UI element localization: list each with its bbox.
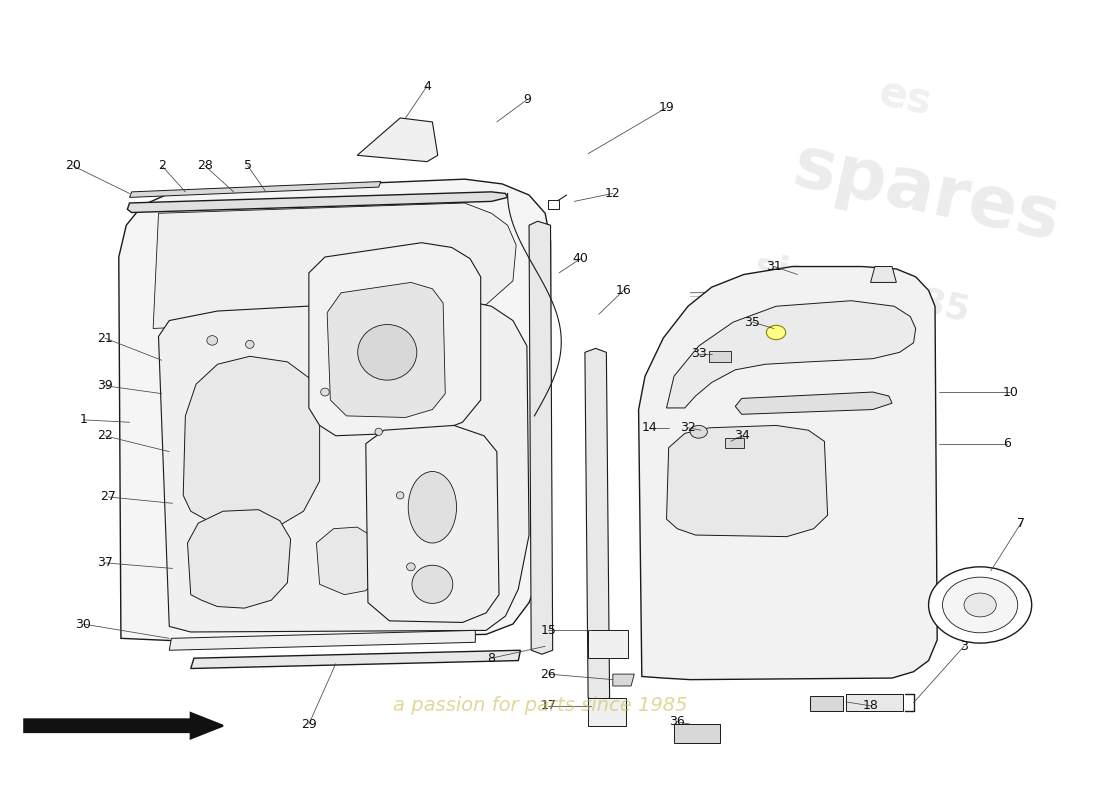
Polygon shape: [585, 348, 609, 702]
Polygon shape: [327, 282, 446, 418]
Text: 4: 4: [424, 80, 431, 93]
Polygon shape: [128, 192, 507, 213]
Text: 20: 20: [65, 159, 80, 172]
Text: 5: 5: [244, 159, 252, 172]
Polygon shape: [184, 356, 320, 531]
Polygon shape: [710, 350, 732, 362]
Circle shape: [690, 426, 707, 438]
Polygon shape: [130, 182, 381, 198]
Text: 17: 17: [540, 699, 557, 712]
Polygon shape: [667, 426, 827, 537]
Text: 22: 22: [97, 430, 112, 442]
Text: 19: 19: [659, 101, 674, 114]
Polygon shape: [358, 118, 438, 162]
Ellipse shape: [407, 563, 415, 571]
Text: 35: 35: [745, 316, 760, 329]
Polygon shape: [811, 695, 843, 711]
Polygon shape: [158, 298, 529, 632]
Polygon shape: [366, 426, 499, 622]
Text: 36: 36: [670, 715, 685, 728]
Text: 37: 37: [97, 556, 112, 570]
Text: 15: 15: [540, 624, 557, 637]
Text: 27: 27: [100, 490, 116, 503]
Polygon shape: [725, 438, 744, 448]
Text: 8: 8: [487, 652, 495, 665]
Ellipse shape: [321, 388, 329, 396]
Ellipse shape: [412, 566, 453, 603]
Text: 40: 40: [573, 252, 588, 265]
Text: 31: 31: [766, 260, 782, 273]
Polygon shape: [549, 200, 559, 210]
Text: 7: 7: [1018, 517, 1025, 530]
Text: 39: 39: [97, 379, 112, 392]
Text: 12: 12: [605, 187, 620, 200]
Polygon shape: [588, 698, 626, 726]
Polygon shape: [613, 674, 635, 686]
Polygon shape: [187, 510, 290, 608]
Ellipse shape: [408, 471, 456, 543]
Polygon shape: [153, 203, 516, 329]
Polygon shape: [639, 266, 937, 680]
Circle shape: [943, 577, 1018, 633]
Text: 10: 10: [1002, 386, 1019, 398]
Ellipse shape: [375, 428, 383, 435]
Circle shape: [964, 593, 997, 617]
Ellipse shape: [207, 336, 218, 345]
Text: es: es: [874, 72, 935, 124]
Text: 30: 30: [76, 618, 91, 630]
Text: 21: 21: [97, 331, 112, 345]
Ellipse shape: [396, 492, 404, 499]
Polygon shape: [317, 527, 378, 594]
Text: 2: 2: [157, 159, 166, 172]
Text: 29: 29: [301, 718, 317, 730]
Text: 28: 28: [197, 159, 212, 172]
Text: a passion for parts since 1985: a passion for parts since 1985: [393, 696, 688, 715]
Circle shape: [928, 567, 1032, 643]
Text: 18: 18: [862, 699, 879, 712]
Polygon shape: [846, 694, 903, 711]
Text: since 1985: since 1985: [751, 250, 972, 328]
Polygon shape: [309, 242, 481, 436]
Ellipse shape: [358, 325, 417, 380]
Text: 6: 6: [1003, 437, 1011, 450]
Text: 34: 34: [734, 430, 749, 442]
Circle shape: [767, 326, 785, 340]
Polygon shape: [169, 630, 475, 650]
Text: parts: parts: [748, 354, 868, 414]
Polygon shape: [119, 179, 550, 641]
Polygon shape: [667, 301, 915, 408]
Text: 16: 16: [616, 284, 631, 297]
Polygon shape: [735, 392, 892, 414]
Text: 9: 9: [522, 93, 531, 106]
Text: 1: 1: [79, 414, 87, 426]
Polygon shape: [588, 630, 628, 658]
Polygon shape: [529, 222, 552, 654]
Text: 3: 3: [960, 640, 968, 653]
Polygon shape: [674, 724, 720, 743]
Text: spares: spares: [786, 131, 1066, 255]
Polygon shape: [24, 713, 223, 738]
Text: 33: 33: [691, 347, 706, 361]
Text: 32: 32: [680, 422, 696, 434]
Polygon shape: [870, 266, 896, 282]
Text: 26: 26: [540, 667, 557, 681]
Text: 14: 14: [641, 422, 657, 434]
Ellipse shape: [245, 341, 254, 348]
Polygon shape: [190, 650, 520, 669]
